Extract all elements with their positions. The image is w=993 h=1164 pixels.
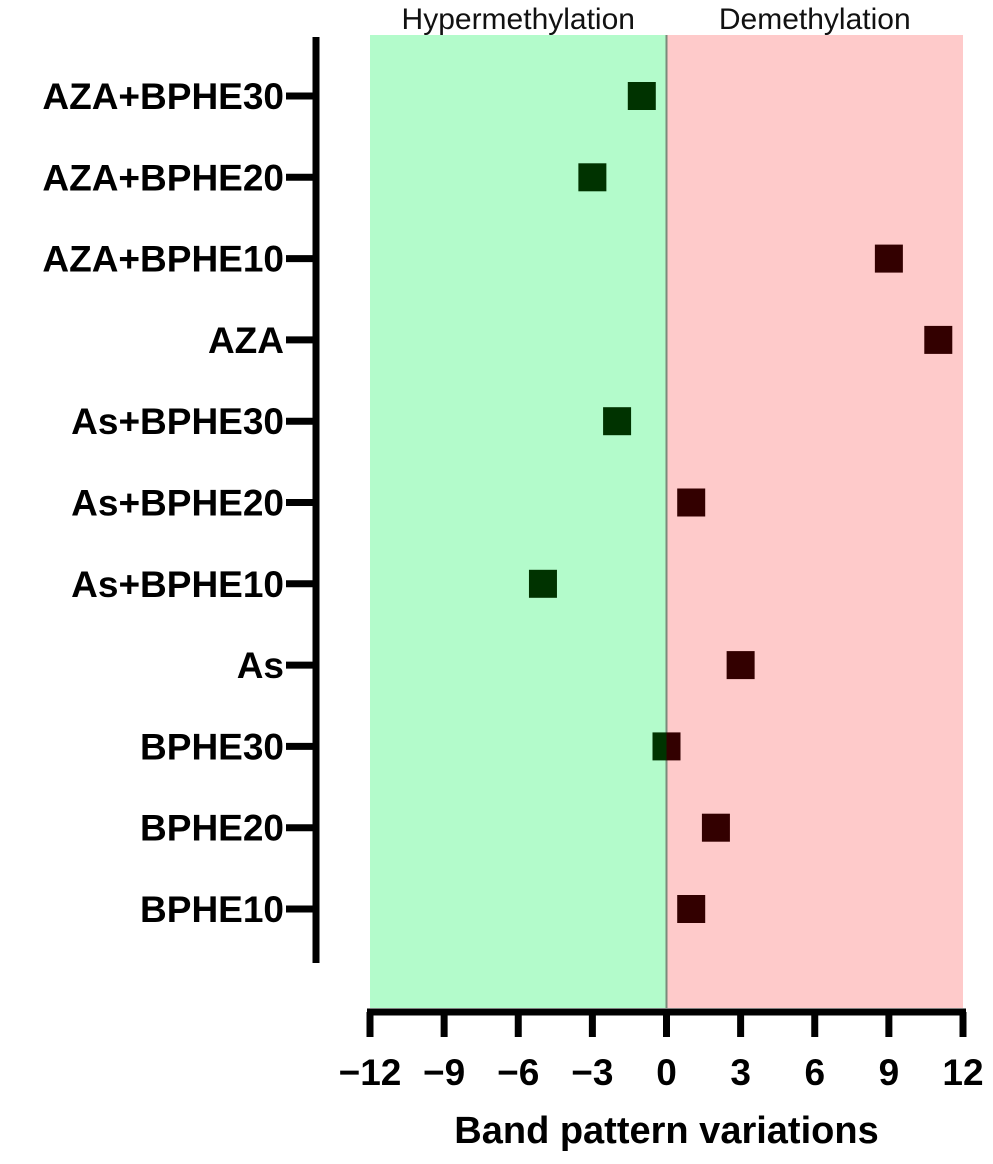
x-axis: −12 −9 −6 −3 0 3 6 9 12 (339, 1008, 984, 1093)
data-point (701, 813, 730, 842)
x-tick-label: 3 (730, 1052, 751, 1093)
data-point (603, 407, 632, 436)
y-tick-label: AZA+BPHE10 (42, 239, 284, 280)
data-point (652, 732, 667, 761)
y-tick-label: AZA+BPHE20 (42, 157, 284, 198)
region-demethylation (666, 35, 963, 1008)
region-hypermethylation (370, 35, 667, 1008)
y-tick-label: As+BPHE30 (71, 401, 284, 442)
y-tick-label: AZA (208, 320, 284, 361)
shaded-regions (370, 35, 963, 1008)
data-point (627, 82, 656, 110)
x-axis-title: Band pattern variations (454, 1110, 878, 1152)
data-point (677, 895, 706, 923)
y-tick-label: BPHE30 (140, 726, 284, 767)
x-tick-label: −12 (339, 1052, 402, 1093)
y-tick-label: As+BPHE10 (71, 564, 284, 605)
x-tick-label: 12 (942, 1052, 983, 1093)
data-point (528, 569, 557, 598)
y-tick-label: As+BPHE20 (71, 483, 284, 524)
y-tick-label: As (237, 645, 284, 686)
data-point (726, 651, 755, 680)
data-point (924, 325, 953, 354)
y-tick-label: AZA+BPHE30 (42, 76, 284, 117)
x-tick-label: 6 (804, 1052, 825, 1093)
x-tick-label: −9 (423, 1052, 465, 1093)
region-label-hypermethylation: Hypermethylation (402, 3, 635, 36)
data-point (666, 732, 681, 761)
x-tick-label: −6 (497, 1052, 539, 1093)
data-point (578, 163, 607, 192)
y-tick-label: BPHE10 (140, 889, 284, 930)
region-labels: Hypermethylation Demethylation (402, 3, 911, 36)
x-tick-label: 0 (656, 1052, 677, 1093)
data-points (528, 82, 953, 923)
y-tick-label: BPHE20 (140, 808, 284, 849)
data-point (874, 244, 903, 273)
y-axis: AZA+BPHE30 AZA+BPHE20 AZA+BPHE10 AZA As+BPHE… (42, 37, 320, 963)
data-point (677, 488, 706, 517)
region-label-demethylation: Demethylation (719, 3, 911, 36)
x-tick-label: −3 (571, 1052, 613, 1093)
x-tick-label: 9 (879, 1052, 900, 1093)
